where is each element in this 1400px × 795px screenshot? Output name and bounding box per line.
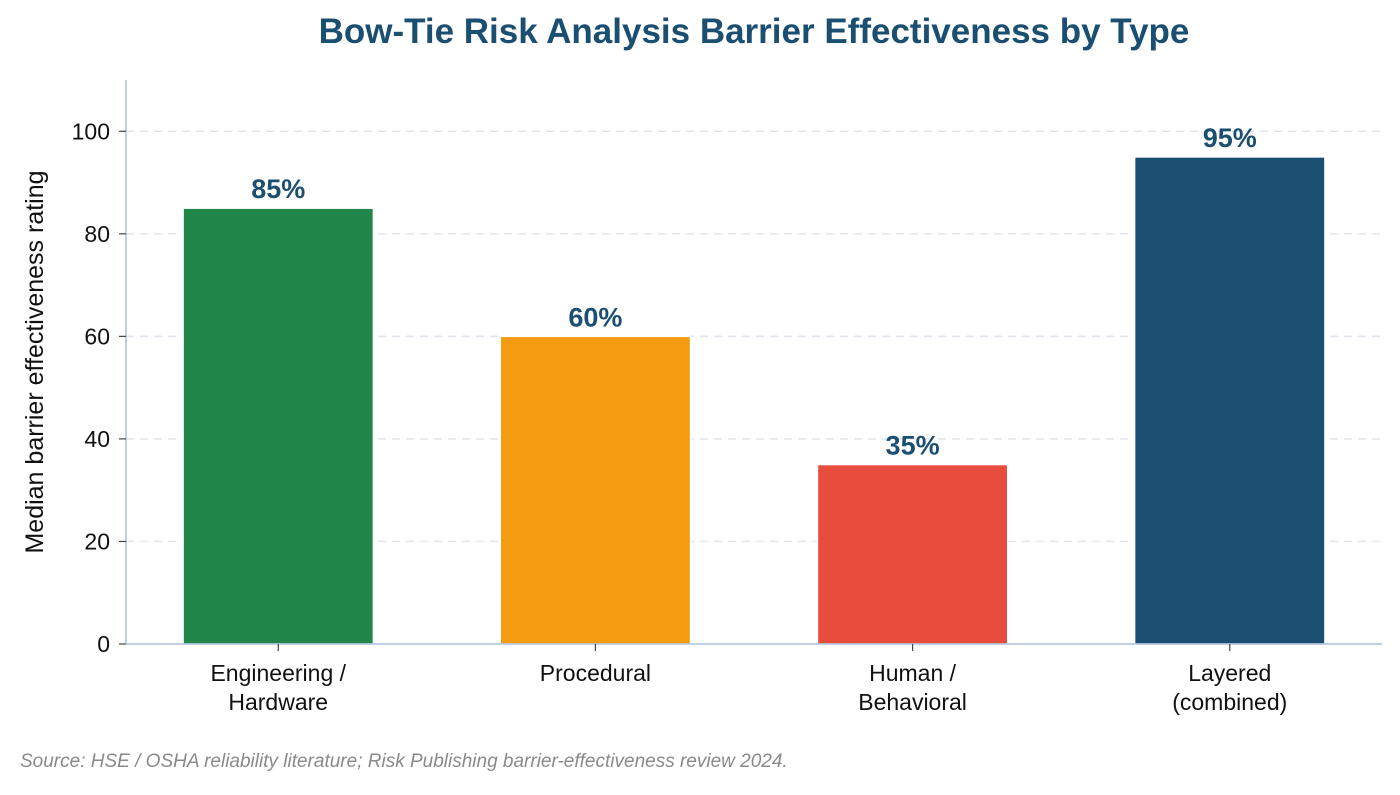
bar [182,207,375,645]
x-tick-label: Procedural [540,660,651,686]
x-tick-label: Human / [869,660,957,686]
y-tick-label: 40 [84,426,110,452]
y-tick-label: 100 [72,118,110,144]
source-note: Source: HSE / OSHA reliability literatur… [20,751,788,772]
bar-value-label: 85% [251,174,305,204]
x-tick-label: Engineering / [210,660,346,686]
bar-value-label: 35% [886,431,940,461]
y-tick-label: 60 [84,323,110,349]
chart-title: Bow-Tie Risk Analysis Barrier Effectiven… [318,12,1190,51]
y-tick-label: 80 [84,221,110,247]
bars [182,156,1326,645]
x-tick-label: Layered [1188,660,1271,686]
axes [125,80,1382,645]
bar [1133,156,1326,645]
y-tick-label: 20 [84,528,110,554]
y-tick-label: 0 [97,631,110,657]
labels: 0 20 40 60 80 100 85% Engineering / Hardware 60% P… [72,118,1288,715]
bar [816,463,1009,645]
bar-value-label: 60% [568,302,622,332]
bar-value-label: 95% [1203,123,1257,153]
x-tick-label: Hardware [228,689,328,715]
x-tick-label: (combined) [1172,689,1287,715]
x-tick-label: Behavioral [858,689,967,715]
bar [499,335,692,645]
y-axis-title: Median barrier effectiveness rating [21,170,49,553]
